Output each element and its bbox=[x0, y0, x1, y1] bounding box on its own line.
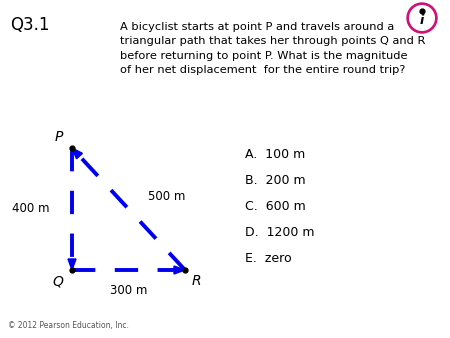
Text: © 2012 Pearson Education, Inc.: © 2012 Pearson Education, Inc. bbox=[8, 321, 129, 330]
Polygon shape bbox=[72, 148, 82, 159]
Text: 400 m: 400 m bbox=[13, 202, 50, 216]
Text: A.  100 m: A. 100 m bbox=[245, 148, 305, 161]
Polygon shape bbox=[68, 259, 76, 270]
Text: E.  zero: E. zero bbox=[245, 252, 292, 265]
Text: 500 m: 500 m bbox=[148, 191, 186, 203]
Text: 300 m: 300 m bbox=[110, 284, 147, 297]
Text: i: i bbox=[420, 14, 424, 26]
Circle shape bbox=[410, 6, 434, 30]
Text: D.  1200 m: D. 1200 m bbox=[245, 226, 315, 239]
Polygon shape bbox=[174, 266, 185, 274]
Text: $P$: $P$ bbox=[54, 130, 64, 144]
Text: C.  600 m: C. 600 m bbox=[245, 200, 306, 213]
Text: B.  200 m: B. 200 m bbox=[245, 174, 306, 187]
Text: $Q$: $Q$ bbox=[52, 274, 64, 289]
Text: Q3.1: Q3.1 bbox=[10, 16, 49, 34]
Text: A bicyclist starts at point P and travels around a
triangular path that takes he: A bicyclist starts at point P and travel… bbox=[120, 22, 425, 75]
Circle shape bbox=[407, 3, 437, 33]
Text: $R$: $R$ bbox=[191, 274, 201, 288]
